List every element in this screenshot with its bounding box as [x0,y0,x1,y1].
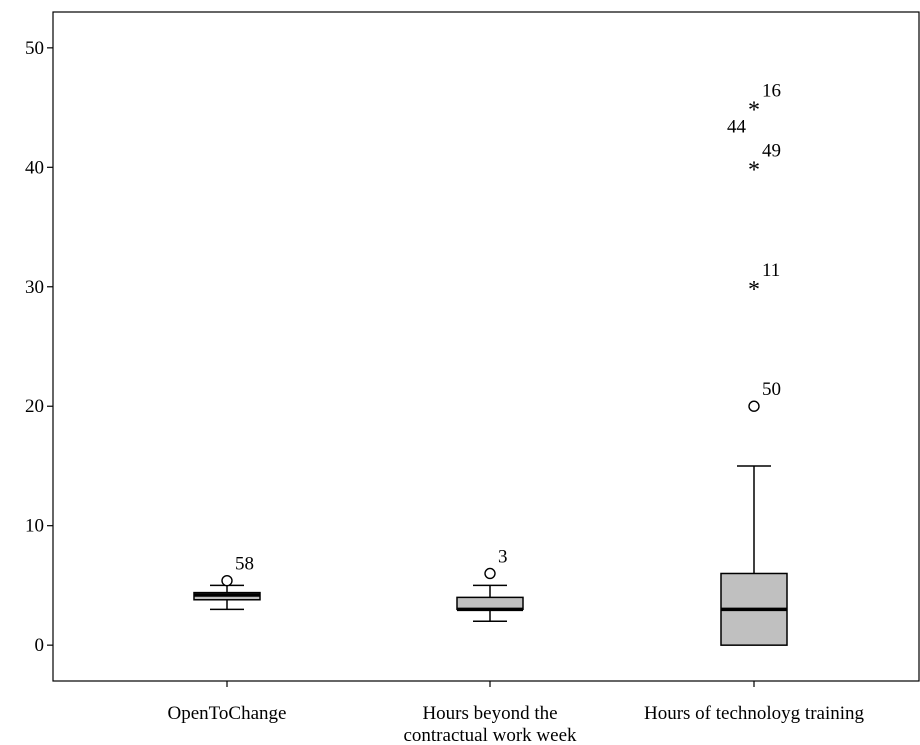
outlier-label: 58 [235,554,254,575]
x-category-label: Hours beyond the [422,703,557,724]
outlier-star: * [748,277,760,303]
y-tick-label: 30 [25,277,44,298]
outlier-circle [221,574,233,587]
y-tick-label: 0 [35,635,45,656]
box [456,596,524,611]
outlier-star: * [748,157,760,183]
outlier-label: 11 [762,260,780,281]
outlier-circle [748,400,760,412]
outlier-label: 3 [498,546,508,567]
x-category-label: Hours of technoloyg training [644,703,865,724]
outlier-label: 49 [762,140,781,161]
y-tick-label: 50 [25,38,44,59]
outlier-label: 16 [762,81,781,102]
outlier-circle [484,567,496,580]
y-tick-label: 10 [25,516,44,537]
box-group: 3 [456,546,524,623]
x-category-label: contractual work week [403,725,577,745]
y-tick-label: 20 [25,396,44,417]
axes: 0 10 20 30 40 50 OpenToChange Hours beyond thec… [25,11,920,745]
y-tick-label: 40 [25,157,44,178]
outlier-label: 44 [727,117,747,138]
x-category-label: OpenToChange [168,703,287,724]
outlier-star: * [748,98,760,124]
plot-frame [52,11,920,682]
outlier-label: 50 [762,379,781,400]
box-group: 58 [193,554,261,611]
